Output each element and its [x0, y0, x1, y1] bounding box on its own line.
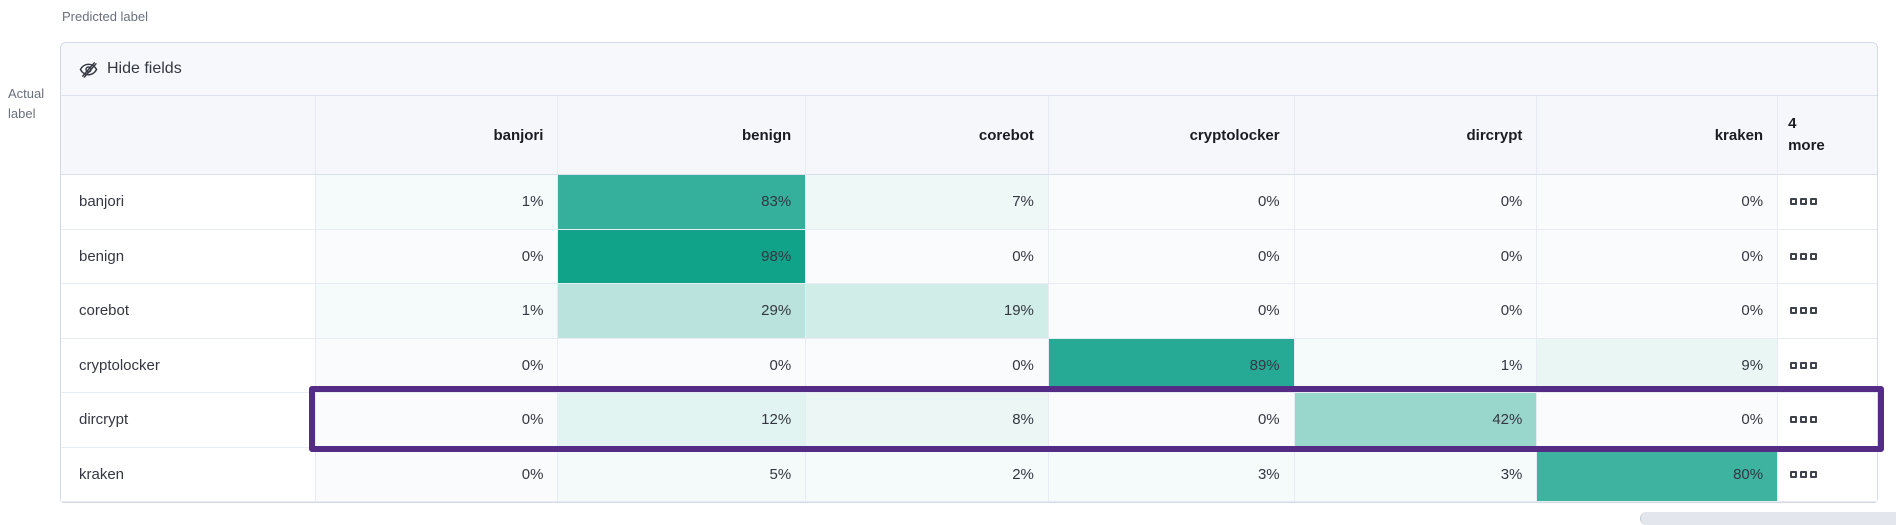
more-columns-count: 4: [1788, 115, 1797, 132]
matrix-cell-cryptolocker-kraken[interactable]: 9%: [1537, 338, 1779, 393]
column-header-kraken[interactable]: kraken: [1537, 96, 1779, 175]
boxes-horizontal-icon: [1810, 361, 1818, 369]
matrix-row-banjori: banjori 1% 83% 7% 0% 0% 0%: [61, 175, 1877, 230]
matrix-cell-cryptolocker-dircrypt[interactable]: 1%: [1294, 338, 1538, 393]
matrix-cell-kraken-corebot[interactable]: 2%: [806, 447, 1049, 502]
matrix-cell-cryptolocker-cryptolocker[interactable]: 89%: [1048, 338, 1295, 393]
matrix-cell-benign-corebot[interactable]: 0%: [806, 229, 1049, 284]
boxes-horizontal-icon: [1810, 198, 1818, 206]
matrix-cell-benign-dircrypt[interactable]: 0%: [1294, 229, 1538, 284]
row-label-dircrypt[interactable]: dircrypt: [61, 393, 316, 448]
boxes-horizontal-icon: [1800, 470, 1808, 478]
boxes-horizontal-icon: [1790, 470, 1798, 478]
row-label-corebot[interactable]: corebot: [61, 284, 316, 339]
matrix-cell-cryptolocker-corebot[interactable]: 0%: [806, 338, 1049, 393]
boxes-horizontal-icon: [1790, 416, 1798, 424]
actual-label-axis-title: Actual label: [8, 84, 58, 124]
boxes-horizontal-icon: [1800, 361, 1808, 369]
matrix-cell-banjori-dircrypt[interactable]: 0%: [1294, 175, 1538, 230]
matrix-cell-dircrypt-banjori[interactable]: 0%: [315, 393, 559, 448]
row-label-column-header[interactable]: [61, 96, 316, 175]
row-label-kraken[interactable]: kraken: [61, 447, 316, 502]
matrix-cell-corebot-dircrypt[interactable]: 0%: [1294, 284, 1538, 339]
predicted-label-axis-title: Predicted label: [62, 9, 148, 24]
matrix-cell-dircrypt-corebot[interactable]: 8%: [806, 393, 1049, 448]
matrix-cell-kraken-benign[interactable]: 5%: [558, 447, 807, 502]
boxes-horizontal-icon: [1800, 198, 1808, 206]
matrix-cell-banjori-cryptolocker[interactable]: 0%: [1048, 175, 1295, 230]
boxes-horizontal-icon: [1790, 252, 1798, 260]
boxes-horizontal-icon: [1800, 416, 1808, 424]
boxes-horizontal-icon: [1800, 307, 1808, 315]
matrix-cell-banjori-benign[interactable]: 83%: [558, 175, 807, 230]
matrix-cell-cryptolocker-banjori[interactable]: 0%: [315, 338, 559, 393]
matrix-cell-banjori-banjori[interactable]: 1%: [315, 175, 559, 230]
hide-fields-button[interactable]: Hide fields: [79, 60, 182, 79]
matrix-cell-dircrypt-dircrypt[interactable]: 42%: [1294, 393, 1538, 448]
column-header-corebot[interactable]: corebot: [806, 96, 1049, 175]
boxes-horizontal-icon: [1800, 252, 1808, 260]
matrix-row-cryptolocker: cryptolocker 0% 0% 0% 89% 1% 9%: [61, 338, 1877, 393]
eye-closed-icon: [79, 60, 98, 79]
matrix-cell-dircrypt-kraken[interactable]: 0%: [1537, 393, 1779, 448]
more-columns-cell-kraken[interactable]: [1778, 447, 1877, 502]
row-label-banjori[interactable]: banjori: [61, 175, 316, 230]
boxes-horizontal-icon: [1790, 307, 1798, 315]
matrix-cell-banjori-kraken[interactable]: 0%: [1537, 175, 1779, 230]
grid-toolbar: Hide fields: [61, 43, 1877, 96]
more-columns-cell-corebot[interactable]: [1778, 284, 1877, 339]
matrix-cell-kraken-cryptolocker[interactable]: 3%: [1048, 447, 1295, 502]
matrix-row-corebot: corebot 1% 29% 19% 0% 0% 0%: [61, 284, 1877, 339]
boxes-horizontal-icon: [1810, 252, 1818, 260]
boxes-horizontal-icon: [1790, 361, 1798, 369]
matrix-cell-banjori-corebot[interactable]: 7%: [806, 175, 1049, 230]
matrix-cell-dircrypt-cryptolocker[interactable]: 0%: [1048, 393, 1295, 448]
boxes-horizontal-icon: [1810, 470, 1818, 478]
boxes-horizontal-icon: [1790, 198, 1798, 206]
column-header-banjori[interactable]: banjori: [315, 96, 559, 175]
column-header-row: banjori benign corebot cryptolocker dircrypt…: [61, 96, 1877, 175]
matrix-cell-corebot-banjori[interactable]: 1%: [315, 284, 559, 339]
horizontal-scrollbar[interactable]: [1640, 512, 1896, 525]
actual-label-line2: label: [8, 106, 36, 121]
hide-fields-label: Hide fields: [107, 60, 182, 77]
row-label-cryptolocker[interactable]: cryptolocker: [61, 338, 316, 393]
column-header-benign[interactable]: benign: [558, 96, 807, 175]
matrix-cell-benign-kraken[interactable]: 0%: [1537, 229, 1779, 284]
matrix-cell-corebot-benign[interactable]: 29%: [558, 284, 807, 339]
matrix-row-dircrypt: dircrypt 0% 12% 8% 0% 42% 0%: [61, 393, 1877, 448]
more-columns-header[interactable]: 4 more: [1778, 96, 1877, 175]
matrix-cell-corebot-corebot[interactable]: 19%: [806, 284, 1049, 339]
matrix-cell-corebot-cryptolocker[interactable]: 0%: [1048, 284, 1295, 339]
matrix-row-kraken: kraken 0% 5% 2% 3% 3% 80%: [61, 447, 1877, 502]
more-columns-cell-cryptolocker[interactable]: [1778, 338, 1877, 393]
row-label-benign[interactable]: benign: [61, 229, 316, 284]
boxes-horizontal-icon: [1810, 307, 1818, 315]
matrix-rows: banjori 1% 83% 7% 0% 0% 0% benign 0% 98% 0% 0% 0% 0% c…: [61, 175, 1877, 502]
matrix-cell-kraken-kraken[interactable]: 80%: [1537, 447, 1779, 502]
more-columns-word: more: [1788, 137, 1825, 154]
matrix-cell-kraken-dircrypt[interactable]: 3%: [1294, 447, 1538, 502]
actual-label-line1: Actual: [8, 86, 45, 101]
matrix-cell-corebot-kraken[interactable]: 0%: [1537, 284, 1779, 339]
column-header-dircrypt[interactable]: dircrypt: [1294, 96, 1538, 175]
more-columns-cell-benign[interactable]: [1778, 229, 1877, 284]
confusion-matrix-data-grid: Hide fields banjori benign corebot cryptolo…: [60, 42, 1878, 503]
matrix-cell-dircrypt-benign[interactable]: 12%: [558, 393, 807, 448]
matrix-cell-cryptolocker-benign[interactable]: 0%: [558, 338, 807, 393]
boxes-horizontal-icon: [1810, 416, 1818, 424]
matrix-cell-kraken-banjori[interactable]: 0%: [315, 447, 559, 502]
more-columns-cell-banjori[interactable]: [1778, 175, 1877, 230]
matrix-cell-benign-cryptolocker[interactable]: 0%: [1048, 229, 1295, 284]
matrix-row-benign: benign 0% 98% 0% 0% 0% 0%: [61, 229, 1877, 284]
column-header-cryptolocker[interactable]: cryptolocker: [1048, 96, 1295, 175]
matrix-cell-benign-benign[interactable]: 98%: [558, 229, 807, 284]
more-columns-cell-dircrypt[interactable]: [1778, 393, 1877, 448]
matrix-cell-benign-banjori[interactable]: 0%: [315, 229, 559, 284]
